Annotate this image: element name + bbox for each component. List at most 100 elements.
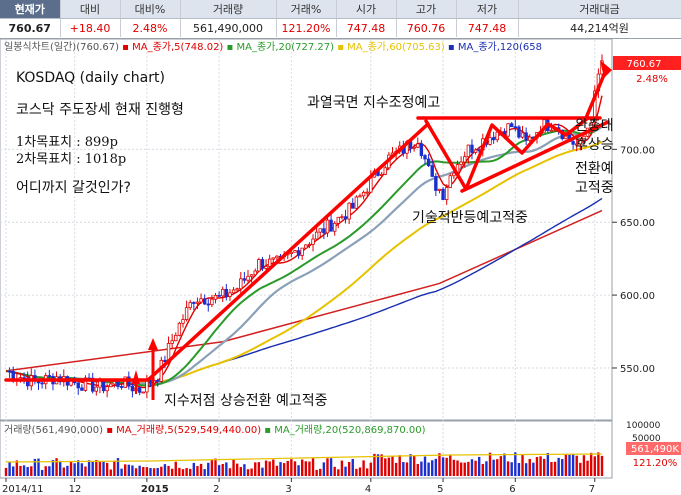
- xtick-label-2: 2015: [141, 484, 169, 495]
- volume-bar-84: [308, 461, 311, 476]
- bottom-arrow-head: [132, 370, 140, 384]
- volume-bar-131: [477, 456, 481, 476]
- volume-bar-82: [300, 459, 304, 476]
- volume-bar-145: [528, 458, 531, 476]
- candle-body-81: [296, 250, 301, 256]
- volume-bar-158: [575, 455, 578, 476]
- candle-body-104: [379, 173, 384, 176]
- plegend-item-2: ▪ MA_종가,20(727.27): [223, 41, 334, 53]
- volume-bar-91: [333, 466, 336, 476]
- volume-bar-118: [431, 460, 434, 476]
- candle-body-58: [213, 294, 218, 300]
- price-badge-pointer: [614, 58, 621, 68]
- volume-bar-141: [514, 452, 517, 476]
- volume-bar-45: [167, 465, 170, 476]
- candle-body-30: [112, 381, 117, 385]
- volume-bar-34: [127, 464, 131, 476]
- volume-bar-160: [582, 455, 586, 476]
- annotation-side-1: 완충대: [575, 118, 614, 134]
- volume-bar-29: [109, 469, 112, 476]
- candle-body-59: [217, 294, 221, 297]
- xtick-label-7: 6: [509, 484, 515, 495]
- candle-body-95: [347, 202, 351, 220]
- xtick-label-5: 4: [365, 484, 371, 495]
- volume-bar-17: [66, 465, 69, 476]
- volume-bar-70: [257, 462, 261, 476]
- label-current-price: 현재가: [0, 0, 61, 19]
- volume-bar-92: [337, 469, 340, 476]
- candle-body-50: [184, 307, 189, 320]
- volume-bar-51: [189, 468, 192, 476]
- volume-bar-67: [246, 469, 250, 476]
- header-values-row: 760.67 +18.40 2.48% 561,490,000 121.20% …: [0, 18, 681, 37]
- volume-bar-90: [329, 458, 333, 476]
- candle-body-157: [571, 141, 575, 145]
- volume-bar-50: [185, 468, 188, 476]
- volume-bar-134: [488, 452, 492, 476]
- volume-tick-top: 100000: [626, 421, 661, 431]
- candle-body-6: [25, 377, 30, 387]
- volume-bar-71: [261, 467, 264, 476]
- header-labels-row: 현재가 대비 대비% 거래량 거래% 시가 고가 저가 거래대금: [0, 0, 681, 19]
- volume-bar-22: [84, 466, 87, 476]
- candle-body-121: [441, 188, 445, 200]
- volume-bar-108: [394, 462, 398, 476]
- volume-bar-21: [80, 463, 84, 476]
- candle-body-135: [491, 137, 496, 141]
- volume-bar-28: [105, 462, 109, 476]
- candle-body-145: [528, 136, 532, 141]
- annotation-side-2: 후상승: [575, 137, 614, 153]
- volume-bar-25: [95, 459, 98, 476]
- volume-bar-136: [496, 459, 499, 476]
- volume-bar-10: [40, 469, 44, 476]
- label-open: 시가: [336, 0, 397, 19]
- volume-tick-mid: 50000: [632, 434, 661, 444]
- candle-body-143: [520, 132, 525, 138]
- ytick-label-650: 650.00: [620, 218, 655, 229]
- support-line: [460, 120, 610, 193]
- candle-body-72: [264, 265, 268, 269]
- volume-bar-143: [521, 454, 524, 476]
- volume-bar-148: [539, 456, 542, 476]
- volume-bar-48: [178, 467, 181, 476]
- volume-bar-163: [593, 456, 596, 476]
- volume-bar-81: [297, 465, 300, 476]
- volume-bar-140: [510, 462, 513, 476]
- candle-body-88: [322, 228, 326, 234]
- volume-bar-69: [254, 462, 257, 476]
- volume-bar-132: [481, 463, 484, 476]
- candle-body-87: [318, 228, 322, 233]
- price-legend: 일봉식차트(일간)(760.67) ▪ MA_종가,5(748.02) ▪ MA…: [4, 41, 542, 53]
- volume-bar-27: [102, 461, 105, 476]
- volume-bar-18: [69, 461, 73, 476]
- volume-bar-101: [369, 462, 373, 476]
- volume-bar-0: [4, 467, 8, 476]
- candle-body-128: [466, 144, 471, 158]
- volume-bar-149: [543, 458, 546, 476]
- volume-bar-119: [434, 458, 438, 476]
- volume-bar-3: [15, 460, 19, 476]
- volume-bar-138: [503, 453, 506, 476]
- candle-body-93: [340, 216, 344, 219]
- candle-body-141: [513, 126, 518, 129]
- candle-body-31: [116, 381, 120, 387]
- candle-body-142: [517, 126, 521, 138]
- candle-body-140: [509, 123, 514, 128]
- candle-body-113: [412, 146, 416, 149]
- candle-body-123: [448, 175, 452, 188]
- candle-body-96: [351, 202, 355, 209]
- annotation-target1: 1차목표치 : 899p: [16, 135, 118, 150]
- candle-body-134: [488, 137, 492, 145]
- volume-bar-58: [214, 458, 217, 476]
- volume-bar-142: [517, 463, 521, 476]
- value-change: +18.40: [60, 18, 121, 37]
- candle-body-126: [459, 161, 463, 165]
- volume-bar-72: [264, 460, 268, 476]
- candle-body-116: [423, 155, 427, 160]
- xtick-label-3: 2: [213, 484, 219, 495]
- volume-ma-line: [5, 453, 603, 463]
- candle-body-100: [365, 191, 369, 194]
- volume-bar-4: [19, 465, 22, 476]
- volume-bar-135: [492, 459, 495, 476]
- volume-bar-59: [217, 465, 221, 476]
